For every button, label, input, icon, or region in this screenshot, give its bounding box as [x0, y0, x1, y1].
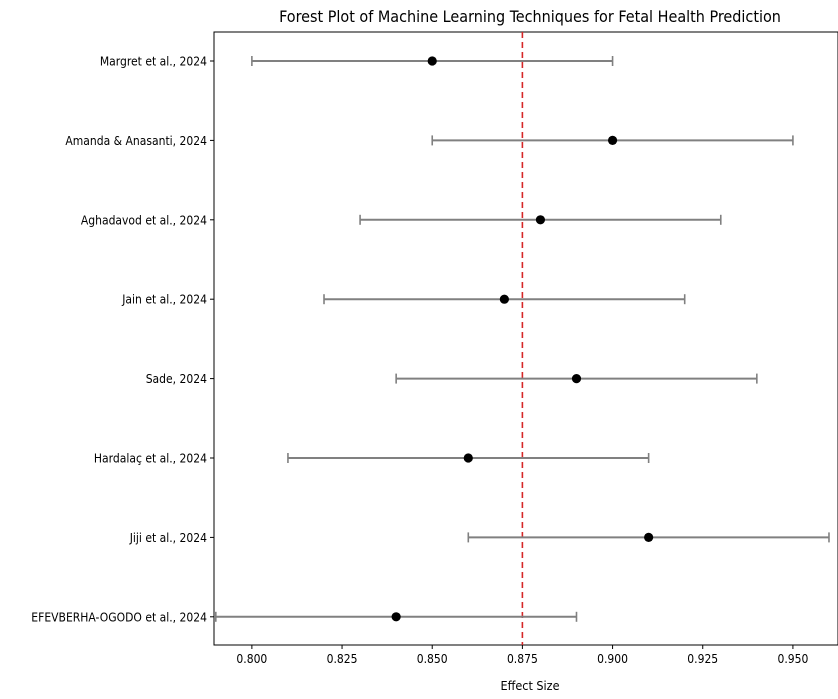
effect-point	[391, 612, 401, 622]
effect-point	[463, 453, 473, 463]
chart-title: Forest Plot of Machine Learning Techniqu…	[279, 7, 781, 26]
y-tick-label: Amanda & Anasanti, 2024	[65, 134, 207, 148]
effect-point	[571, 374, 582, 384]
effect-point	[644, 532, 654, 543]
y-tick-label: EFEVBERHA-OGODO et al., 2024	[31, 610, 207, 624]
effect-point	[427, 56, 437, 66]
y-tick-label: Margret et al., 2024	[100, 55, 207, 69]
x-tick-label: 0.800	[236, 652, 267, 666]
effect-point	[535, 215, 546, 225]
y-tick-label: Aghadavod et al., 2024	[81, 213, 207, 227]
plot-frame	[213, 31, 838, 646]
x-axis-label: Effect Size	[500, 678, 559, 693]
y-tick-label: Jain et al., 2024	[121, 293, 207, 307]
x-tick-label: 0.825	[327, 652, 358, 666]
x-tick-label: 0.875	[507, 652, 538, 666]
x-tick-label: 0.900	[597, 652, 628, 666]
x-tick-label: 0.850	[417, 652, 448, 666]
y-tick-label: Jiji et al., 2024	[129, 531, 207, 545]
y-tick-label: Hardalaç et al., 2024	[94, 452, 207, 466]
y-tick-label: Sade, 2024	[146, 372, 207, 386]
effect-point	[499, 294, 509, 304]
plot-area: Margret et al., 2024 Amanda & Anasanti, 2…	[31, 31, 838, 666]
effect-point	[607, 135, 618, 145]
x-tick-label: 0.925	[687, 652, 718, 666]
x-tick-label: 0.950	[777, 652, 808, 666]
